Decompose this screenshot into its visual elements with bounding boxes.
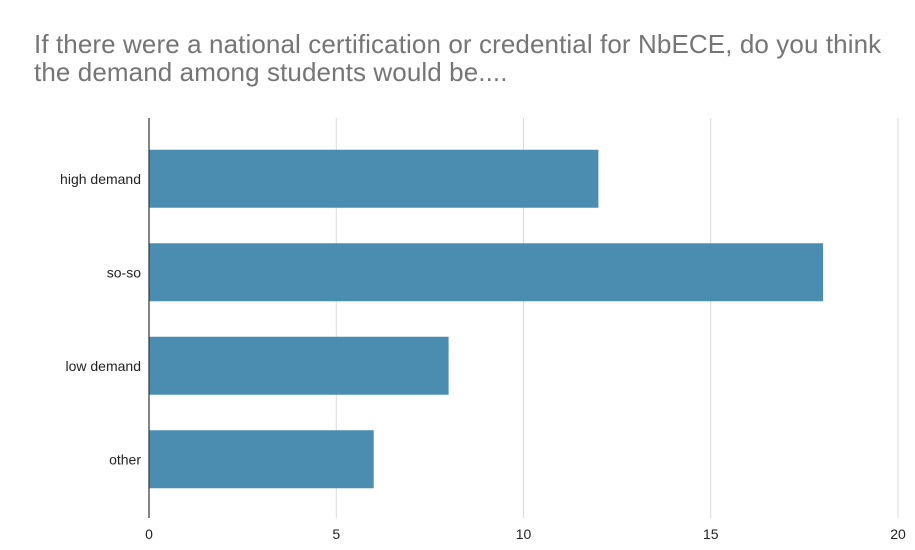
category-label: low demand [66, 358, 142, 374]
category-label: high demand [60, 171, 141, 187]
bar-so-so [149, 243, 824, 302]
bar-high-demand [149, 149, 599, 208]
x-tick-label: 0 [145, 526, 153, 542]
x-tick-label: 20 [890, 526, 906, 542]
category-label: other [109, 451, 141, 467]
x-tick-label: 5 [332, 526, 340, 542]
x-tick-label: 15 [703, 526, 719, 542]
category-label: so-so [107, 264, 141, 280]
bar-other [149, 430, 374, 489]
x-tick-label: 10 [516, 526, 532, 542]
bar-low-demand [149, 336, 449, 395]
chart-title: If there were a national certification o… [34, 29, 882, 87]
